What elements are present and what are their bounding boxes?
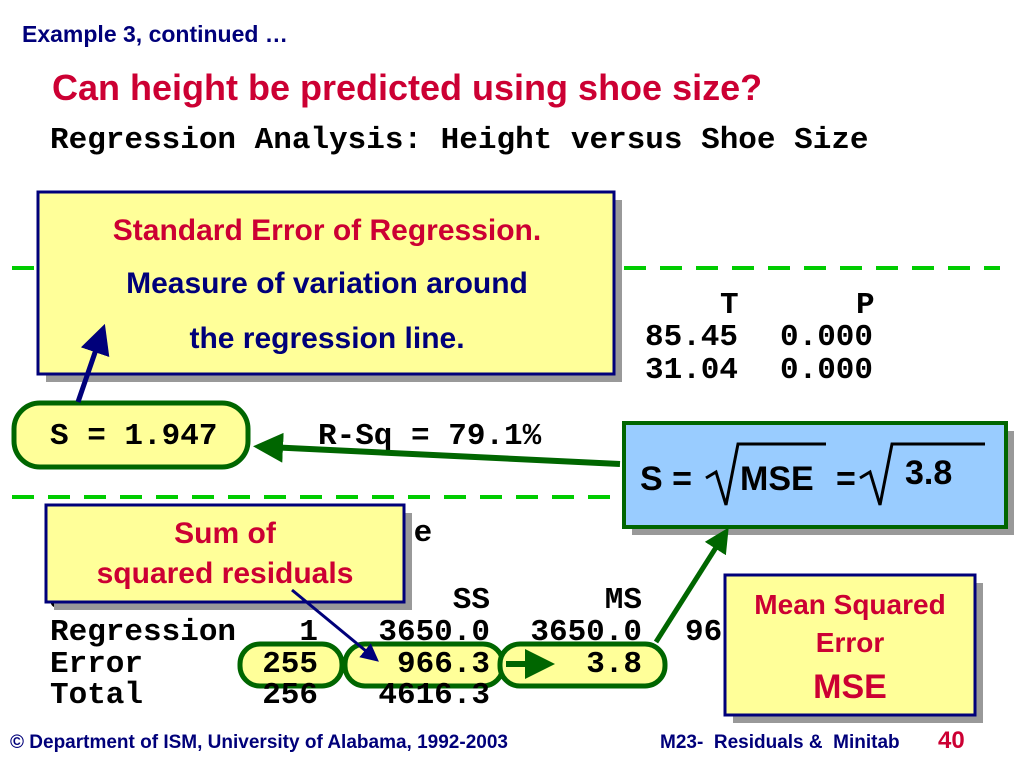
- callout-box: [44, 503, 406, 604]
- callout-text: the regression line.: [189, 322, 464, 355]
- page-number: 40: [938, 727, 965, 754]
- radical-sign: [705, 442, 826, 506]
- anova-cell: 4616.3: [378, 678, 490, 713]
- callout-text: Error: [816, 627, 885, 658]
- arrow: [75, 323, 110, 403]
- arrow: [653, 527, 729, 644]
- output-heading: Regression Analysis: Height versus Shoe …: [50, 123, 869, 158]
- subtitle: Example 3, continued …: [22, 21, 288, 47]
- highlight-oval: [237, 641, 345, 689]
- anova-cell: 966.3: [397, 647, 490, 682]
- formula-box: [622, 421, 1008, 529]
- anova-header: SS: [453, 583, 490, 618]
- anova-cell: 96: [685, 615, 722, 650]
- anova-header: MS: [605, 583, 642, 618]
- radical-sign: [859, 442, 985, 506]
- anova-cell: 3.8: [586, 647, 642, 682]
- anova-cell: Error: [50, 647, 143, 682]
- callout-text: Mean Squared: [754, 589, 945, 620]
- anova-cell: 1: [299, 615, 318, 650]
- anova-cell: 3650.0: [530, 615, 642, 650]
- coef-cell: 31.04: [645, 353, 738, 388]
- coef-header: T: [720, 288, 739, 323]
- anova-cell: 256: [262, 678, 318, 713]
- anova-cell: Regression: [50, 615, 236, 650]
- formula-eq: =: [836, 460, 856, 498]
- arrow: [253, 432, 621, 467]
- title: Can height be predicted using shoe size?: [52, 67, 762, 108]
- anova-cell: 3650.0: [378, 615, 490, 650]
- highlight-oval: [11, 400, 251, 470]
- anova-cell: Total: [50, 678, 143, 713]
- callout-text: MSE: [813, 668, 887, 706]
- coef-header: P: [856, 288, 875, 323]
- anova-cell: 255: [262, 647, 318, 682]
- footer-right: M23- Residuals & Minitab: [660, 732, 900, 753]
- callout-heading: Standard Error of Regression.: [113, 214, 541, 247]
- callout-box: [36, 190, 616, 376]
- callout-text: squared residuals: [97, 557, 354, 590]
- footer-left: © Department of ISM, University of Alaba…: [10, 732, 508, 753]
- coef-cell: 85.45: [645, 320, 738, 355]
- rsq-value: R-Sq = 79.1%: [318, 419, 542, 454]
- coef-cell: 0.000: [780, 320, 873, 355]
- formula-radicand: 3.8: [905, 454, 952, 492]
- callout-box: [723, 573, 977, 717]
- s-value: S = 1.947: [50, 419, 217, 454]
- formula-lhs: S =: [640, 460, 692, 498]
- callout-text: Sum of: [174, 517, 277, 550]
- arrow: [291, 588, 379, 662]
- callout-text: Measure of variation around: [126, 267, 528, 300]
- coef-cell: 0.000: [780, 353, 873, 388]
- formula-radicand: MSE: [740, 460, 814, 498]
